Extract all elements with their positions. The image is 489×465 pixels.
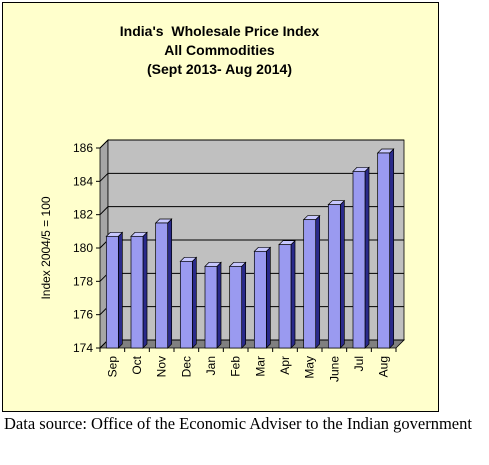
- bar-front: [303, 219, 317, 349]
- bar: [179, 256, 198, 349]
- y-tick-label: 186: [73, 141, 93, 155]
- y-tick-label: 174: [73, 341, 93, 355]
- x-tick-label: Dec: [179, 356, 193, 377]
- bar: [105, 231, 124, 349]
- chart-title: India's Wholesale Price Index All Commod…: [2, 22, 437, 79]
- chart-title-line-3: (Sept 2013- Aug 2014): [147, 61, 292, 77]
- bar: [204, 261, 222, 349]
- bar-front: [130, 235, 144, 349]
- bar-side: [241, 261, 247, 349]
- x-tick-label: Sep: [105, 356, 119, 378]
- x-tick-label: June: [327, 356, 341, 382]
- bar-side: [389, 148, 395, 349]
- x-tick-label: Apr: [278, 356, 292, 375]
- x-tick-label: Jan: [204, 356, 218, 375]
- x-tick-label: Oct: [130, 355, 144, 374]
- y-tick-label: 184: [73, 174, 93, 188]
- bar-side: [364, 166, 370, 349]
- bar-side: [216, 261, 222, 349]
- gridline: [99, 172, 404, 182]
- bar: [278, 239, 296, 349]
- bar-side: [290, 239, 296, 349]
- bar-front: [105, 235, 119, 349]
- bar-side: [315, 214, 321, 349]
- bar-front: [327, 204, 341, 349]
- x-tick-label: Feb: [229, 356, 243, 377]
- bar-side: [339, 199, 345, 349]
- bar-front: [253, 250, 267, 349]
- bar-side: [191, 256, 197, 349]
- x-tick-label: Nov: [155, 356, 169, 377]
- x-tick-label: Mar: [253, 356, 267, 377]
- bar-front: [278, 244, 292, 349]
- bar-front: [155, 222, 169, 349]
- bar: [253, 246, 272, 349]
- bar-side: [265, 246, 271, 349]
- chart-title-line-1: India's Wholesale Price Index: [119, 23, 320, 39]
- x-tick-label: May: [303, 356, 317, 379]
- chart-title-line-2: All Commodities: [164, 42, 275, 58]
- bars: [105, 148, 395, 349]
- bar: [154, 218, 173, 349]
- data-source-caption: Data source: Office of the Economic Advi…: [4, 414, 472, 433]
- bar-front: [352, 170, 366, 349]
- bar: [352, 166, 370, 349]
- bar-side: [167, 218, 173, 349]
- x-axis-ticks: Sep Oct Nov Dec Jan Feb Mar Apr May June Jul Aug: [99, 348, 397, 382]
- bar: [327, 199, 346, 349]
- bar-front: [204, 265, 218, 349]
- gridline: [99, 206, 404, 216]
- bar: [228, 261, 247, 349]
- y-tick-label: 176: [73, 308, 93, 322]
- bar-front: [179, 260, 193, 349]
- bar-front: [229, 265, 243, 349]
- bar-side: [117, 231, 123, 349]
- bar: [130, 231, 148, 349]
- y-tick-label: 178: [73, 274, 93, 288]
- bar-side: [142, 231, 148, 349]
- y-axis-label: Index 2004/5 = 100: [39, 196, 53, 299]
- y-tick-label: 180: [73, 241, 93, 255]
- x-tick-label: Aug: [377, 356, 391, 377]
- x-tick-label: Jul: [352, 356, 366, 371]
- bar-front: [377, 152, 391, 349]
- y-tick-label: 182: [73, 208, 93, 222]
- bar: [376, 148, 395, 349]
- y-axis-ticks: 174 176 178 180 182 184 186: [73, 141, 100, 355]
- gridline: [99, 139, 404, 149]
- bar: [302, 214, 321, 349]
